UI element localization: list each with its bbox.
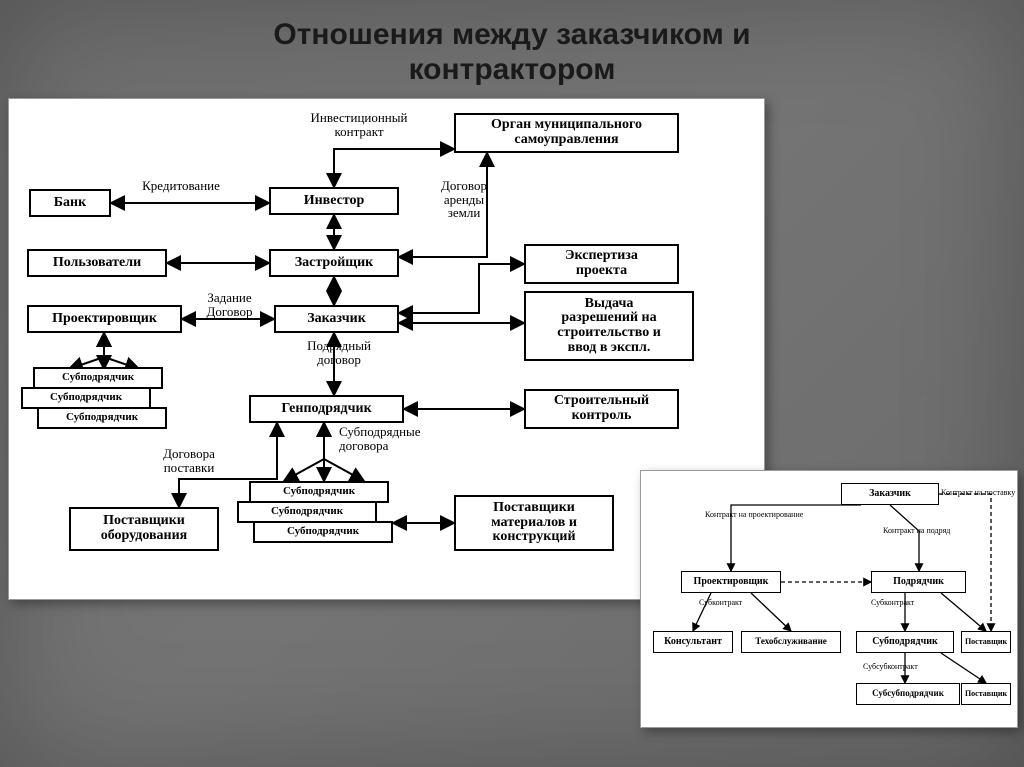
node-equipment-suppliers: Поставщикиоборудования xyxy=(69,507,219,551)
sub-node-subsubcontractor: Субсубподрядчик xyxy=(856,683,960,705)
node-construction-control: Строительныйконтроль xyxy=(524,389,679,429)
label-task-contract: ЗаданиеДоговор xyxy=(187,291,272,318)
node-general-contractor: Генподрядчик xyxy=(249,395,404,423)
sub-label-supply-contract: Контракт на поставку xyxy=(941,489,1015,497)
sub-label-subcontract-2: Субконтракт xyxy=(871,599,914,607)
sub-node-consultant: Консультант xyxy=(653,631,733,653)
node-subcontractor-g1: Субподрядчик xyxy=(249,481,389,503)
label-investment-contract: Инвестиционныйконтракт xyxy=(274,111,444,138)
label-land-lease: Договорарендыземли xyxy=(409,179,519,220)
node-subcontractor-d2: Субподрядчик xyxy=(21,387,151,409)
node-subcontractor-g3: Субподрядчик xyxy=(253,521,393,543)
sub-label-subcontract-1: Субконтракт xyxy=(699,599,742,607)
slide-title: Отношения между заказчиком иконтрактором xyxy=(0,18,1024,87)
node-subcontractor-g2: Субподрядчик xyxy=(237,501,377,523)
node-designer: Проектировщик xyxy=(27,305,182,333)
sub-node-subcontractor: Субподрядчик xyxy=(856,631,954,653)
sub-stage: Заказчик Проектировщик Подрядчик Консуль… xyxy=(641,471,1017,727)
label-supply-contracts: Договорапоставки xyxy=(129,447,249,474)
sub-node-supplier-1: Поставщик xyxy=(961,631,1011,653)
sub-node-client: Заказчик xyxy=(841,483,939,505)
node-users: Пользователи xyxy=(27,249,167,277)
node-customer: Заказчик xyxy=(274,305,399,333)
sub-node-contractor: Подрядчик xyxy=(871,571,966,593)
node-developer: Застройщик xyxy=(269,249,399,277)
sub-label-design-contract: Контракт на проектирование xyxy=(705,511,803,519)
label-subcontracts: Субподрядныедоговора xyxy=(339,425,509,452)
node-subcontractor-d3: Субподрядчик xyxy=(37,407,167,429)
sub-node-designer: Проектировщик xyxy=(681,571,781,593)
node-subcontractor-d1: Субподрядчик xyxy=(33,367,163,389)
sub-node-maintenance: Техобслуживание xyxy=(741,631,841,653)
node-bank: Банк xyxy=(29,189,111,217)
node-municipal-authority: Орган муниципальногосамоуправления xyxy=(454,113,679,153)
slide: { "title": "Отношения между заказчиком и… xyxy=(0,0,1024,767)
label-crediting: Кредитование xyxy=(121,179,241,193)
sub-node-supplier-2: Поставщик xyxy=(961,683,1011,705)
node-expertise: Экспертизапроекта xyxy=(524,244,679,284)
sub-diagram-panel: Заказчик Проектировщик Подрядчик Консуль… xyxy=(640,470,1018,728)
node-permits: Выдачаразрешений настроительство иввод в… xyxy=(524,291,694,361)
node-material-suppliers: Поставщикиматериалов иконструкций xyxy=(454,495,614,551)
sub-label-subsubcontract: Субсубконтракт xyxy=(863,663,918,671)
sub-label-construction-contract: Контракт на подряд xyxy=(883,527,950,535)
node-investor: Инвестор xyxy=(269,187,399,215)
label-subcontract: Подрядныйдоговор xyxy=(269,339,409,366)
